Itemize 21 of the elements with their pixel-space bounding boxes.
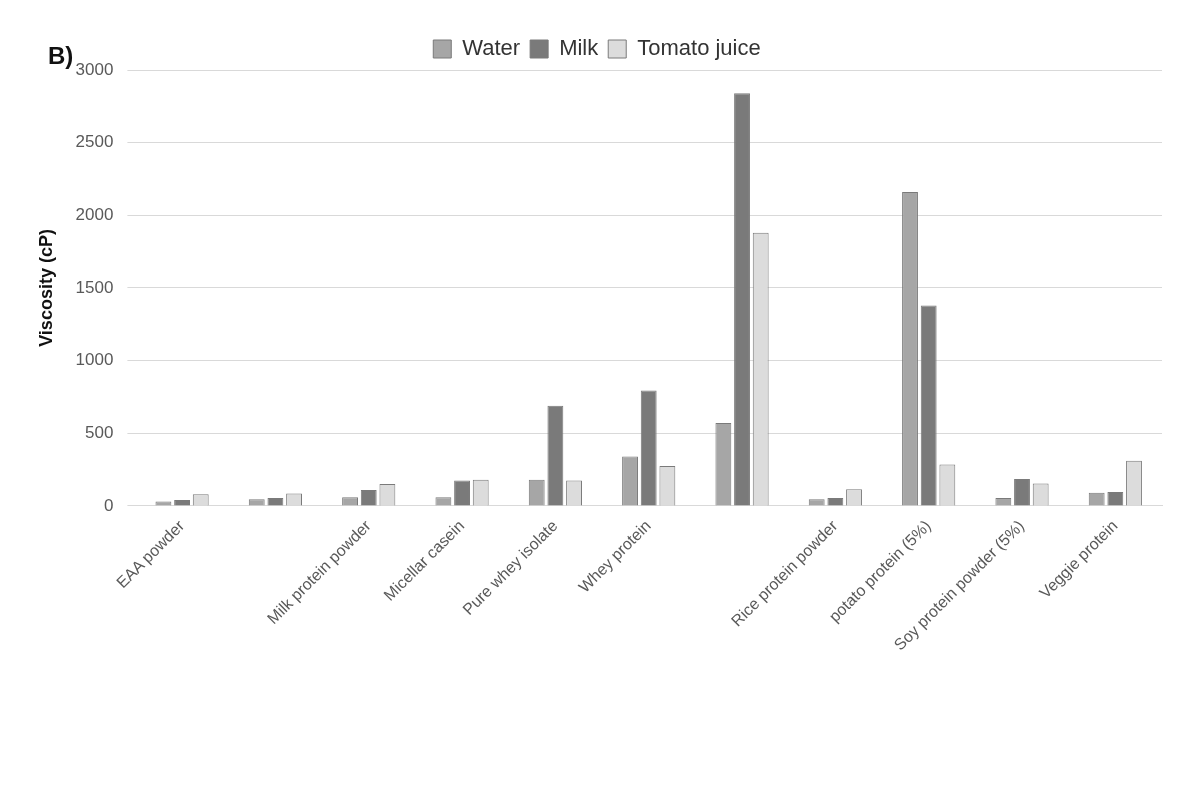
bar — [547, 405, 564, 506]
bar — [1014, 479, 1030, 506]
bar — [267, 497, 284, 506]
bar — [920, 305, 937, 506]
y-axis-title: Viscosity (cP) — [35, 229, 56, 347]
y-tick-label: 2500 — [75, 132, 114, 152]
y-tick-label: 500 — [85, 422, 114, 442]
bar — [454, 480, 470, 506]
y-tick-label: 0 — [103, 495, 114, 515]
bar — [640, 390, 657, 506]
legend-label: Milk — [559, 35, 600, 61]
legend-label: Tomato juice — [637, 35, 761, 61]
y-tick-label: 1000 — [75, 350, 114, 370]
text: B) — [48, 42, 74, 70]
legend-label: Water — [462, 35, 521, 61]
y-tick-label: 3000 — [75, 59, 114, 79]
bar — [827, 497, 844, 506]
bar — [174, 500, 191, 506]
bar — [734, 93, 750, 506]
y-tick-label: 1500 — [75, 277, 114, 297]
y-tick-label: 2000 — [75, 204, 114, 224]
